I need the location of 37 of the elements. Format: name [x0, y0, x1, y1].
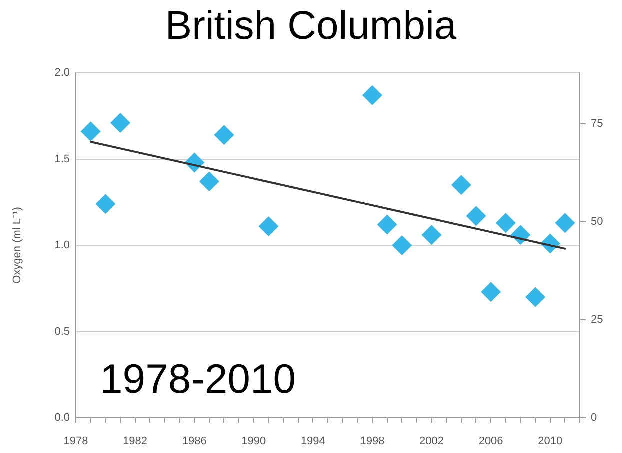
point	[466, 206, 486, 226]
point	[526, 287, 546, 308]
x-tick-label: 1986	[182, 436, 207, 448]
point	[96, 194, 116, 214]
y-tick-label: 1.5	[54, 153, 70, 166]
y-axis-title: Oxygen (ml L⁻¹)	[12, 207, 24, 284]
point	[451, 175, 472, 196]
point	[214, 125, 234, 146]
point	[199, 172, 220, 192]
x-tick-label: 1982	[123, 436, 148, 448]
point	[80, 122, 101, 142]
x-tick-label: 2006	[478, 436, 504, 448]
point	[481, 282, 502, 302]
point	[555, 213, 576, 234]
point	[496, 213, 516, 234]
x-tick-label: 1994	[300, 436, 326, 448]
x-tick-label: 1990	[242, 436, 266, 448]
y-tick-label: 0.0	[54, 412, 70, 424]
point	[392, 236, 412, 256]
point	[422, 225, 442, 246]
y-tick-label: 1.0	[54, 240, 70, 252]
y2-tick-label: 0	[591, 412, 598, 424]
y2-tick-label: 75	[591, 118, 604, 130]
y-tick-label: 2.0	[54, 67, 70, 80]
annotation: 1978-2010	[100, 356, 296, 402]
point	[110, 113, 130, 134]
point	[258, 216, 279, 237]
y2-tick-label: 50	[591, 216, 604, 228]
x-tick-label: 1978	[64, 436, 88, 448]
x-tick-label: 1998	[360, 436, 385, 448]
chart-title: British Columbia	[165, 4, 458, 48]
y-tick-label: 0.5	[54, 326, 70, 338]
x-tick-label: 2002	[420, 436, 444, 448]
y2-tick-label: 25	[591, 314, 604, 326]
x-tick-label: 2010	[538, 436, 563, 448]
point	[377, 214, 398, 235]
point	[362, 85, 382, 106]
